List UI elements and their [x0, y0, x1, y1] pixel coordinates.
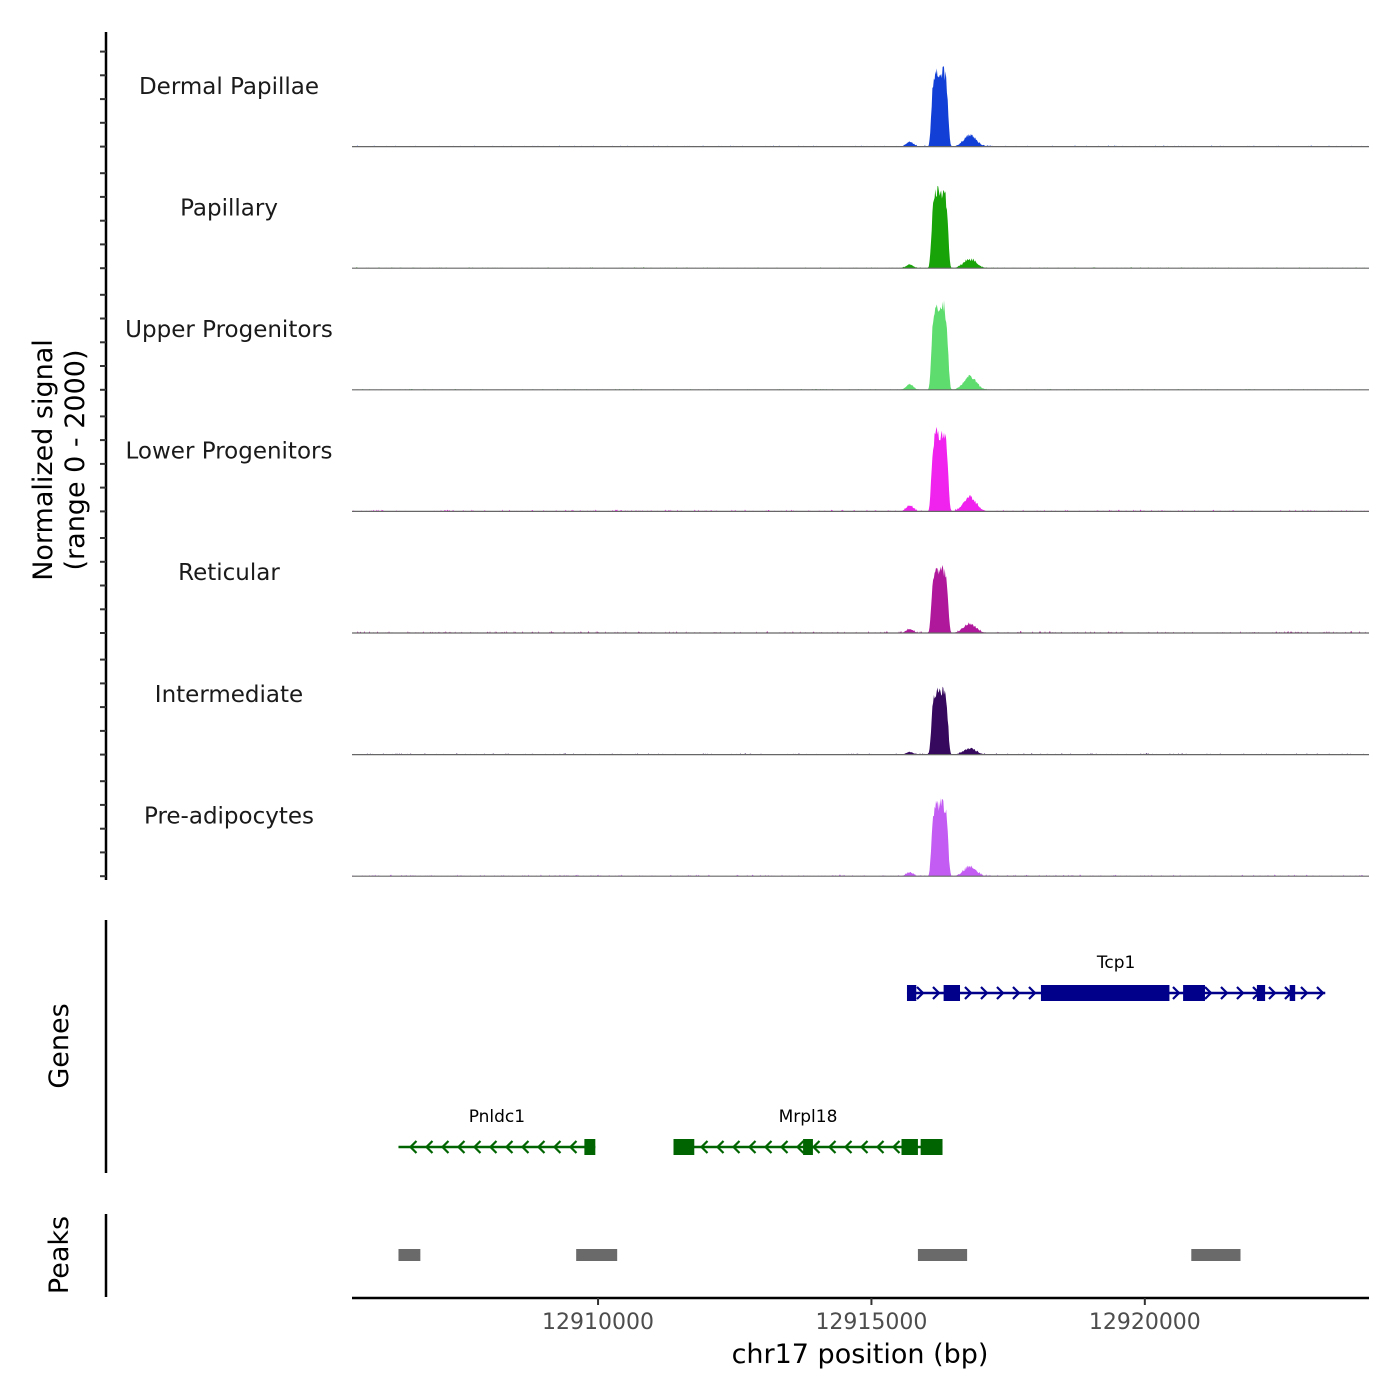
strand-arrow — [520, 1140, 530, 1154]
gene-name-label: Mrpl18 — [779, 1107, 838, 1127]
x-tick-label: 12915000 — [815, 1310, 927, 1335]
coverage-y-axis-ticks — [100, 50, 106, 878]
exon-block — [943, 985, 961, 1001]
strand-arrow — [1028, 986, 1037, 1000]
track-label: Upper Progenitors — [125, 317, 333, 343]
strand-arrow — [440, 1140, 450, 1154]
exon-block — [803, 1139, 813, 1155]
strand-arrow — [980, 986, 989, 1000]
strand-arrow — [1236, 986, 1245, 1000]
strand-arrow — [731, 1140, 741, 1154]
x-axis-title: chr17 position (bp) — [732, 1339, 989, 1370]
strand-arrow — [424, 1140, 434, 1154]
strand-arrow — [1300, 986, 1309, 1000]
coverage-track: Pre-adipocytes — [144, 798, 1369, 877]
exon-block — [584, 1139, 596, 1155]
strand-arrow — [1172, 986, 1181, 1000]
gene-name-label: Tcp1 — [1096, 953, 1135, 973]
peak-region — [576, 1249, 618, 1261]
coverage-track: Reticular — [178, 560, 1369, 634]
coverage-track: Dermal Papillae — [139, 66, 1369, 148]
y-axis-title-line2: (range 0 - 2000) — [60, 350, 91, 571]
strand-arrow — [568, 1140, 578, 1154]
exon-block — [901, 1139, 918, 1155]
strand-arrow — [408, 1140, 418, 1154]
peak-region — [1191, 1249, 1241, 1261]
strand-arrow — [488, 1140, 498, 1154]
coverage-track: Papillary — [180, 185, 1369, 269]
track-label: Reticular — [178, 560, 280, 586]
strand-arrow — [699, 1140, 709, 1154]
exon-block — [1183, 985, 1205, 1001]
coverage-area — [352, 66, 1369, 147]
gene-model: Pnldc1 — [398, 1107, 596, 1155]
strand-arrow — [779, 1140, 789, 1154]
strand-arrow — [715, 1140, 725, 1154]
strand-arrow — [996, 986, 1005, 1000]
strand-arrow — [811, 1140, 821, 1154]
x-tick-label: 12920000 — [1089, 1310, 1201, 1335]
strand-arrow — [916, 986, 925, 1000]
strand-arrow — [1268, 986, 1277, 1000]
strand-arrow — [472, 1140, 482, 1154]
genes-panel-title: Genes — [44, 1003, 75, 1088]
strand-arrow — [1012, 986, 1021, 1000]
track-label: Pre-adipocytes — [144, 803, 314, 829]
x-tick-label: 12910000 — [542, 1310, 654, 1335]
coverage-area — [352, 426, 1369, 512]
coverage-track: Upper Progenitors — [125, 300, 1369, 391]
gene-model: Mrpl18 — [673, 1107, 943, 1155]
exon-block — [920, 1139, 943, 1155]
coverage-area — [352, 185, 1369, 269]
gene-annotation-panel: Tcp1 Pnldc1 Mrpl18 — [104, 920, 1326, 1173]
coverage-area — [352, 300, 1369, 390]
exon-block — [1040, 985, 1170, 1001]
strand-arrow — [964, 986, 973, 1000]
track-label: Lower Progenitors — [126, 439, 333, 465]
track-label: Dermal Papillae — [139, 74, 319, 100]
strand-arrow — [456, 1140, 466, 1154]
coverage-area — [352, 686, 1369, 755]
peak-region — [917, 1249, 968, 1261]
strand-arrow — [859, 1140, 869, 1154]
y-axis-title: Normalized signal (range 0 - 2000) — [28, 339, 91, 581]
y-axis-title-line1: Normalized signal — [28, 339, 59, 581]
strand-arrow — [827, 1140, 837, 1154]
strand-arrow — [875, 1140, 885, 1154]
strand-arrow — [504, 1140, 514, 1154]
gene-name-label: Pnldc1 — [469, 1107, 525, 1127]
track-label: Papillary — [180, 195, 278, 221]
strand-arrow — [747, 1140, 757, 1154]
coverage-area — [352, 798, 1369, 877]
exon-block — [673, 1139, 695, 1155]
coverage-tracks: Dermal Papillae Papillary Upper Progenitor… — [100, 32, 1369, 880]
track-label: Intermediate — [155, 682, 303, 708]
peaks-panel — [104, 1214, 1241, 1297]
peaks-panel-title: Peaks — [44, 1216, 75, 1294]
strand-arrow — [932, 986, 941, 1000]
exon-block — [1289, 985, 1296, 1001]
gene-model: Tcp1 — [906, 953, 1326, 1001]
strand-arrow — [552, 1140, 562, 1154]
strand-arrow — [891, 1140, 901, 1154]
strand-arrow — [1204, 986, 1213, 1000]
strand-arrow — [763, 1140, 773, 1154]
strand-arrow — [1316, 986, 1325, 1000]
strand-arrow — [843, 1140, 853, 1154]
strand-arrow — [536, 1140, 546, 1154]
exon-block — [1256, 985, 1266, 1001]
coverage-area — [352, 565, 1369, 633]
peak-region — [398, 1249, 421, 1261]
x-axis: 12910000 12915000 12920000 — [352, 1296, 1369, 1335]
strand-arrow — [1220, 986, 1229, 1000]
coverage-track: Lower Progenitors — [126, 426, 1369, 512]
strand-arrow — [795, 1140, 805, 1154]
exon-block — [906, 985, 917, 1001]
coverage-track: Intermediate — [155, 682, 1369, 756]
